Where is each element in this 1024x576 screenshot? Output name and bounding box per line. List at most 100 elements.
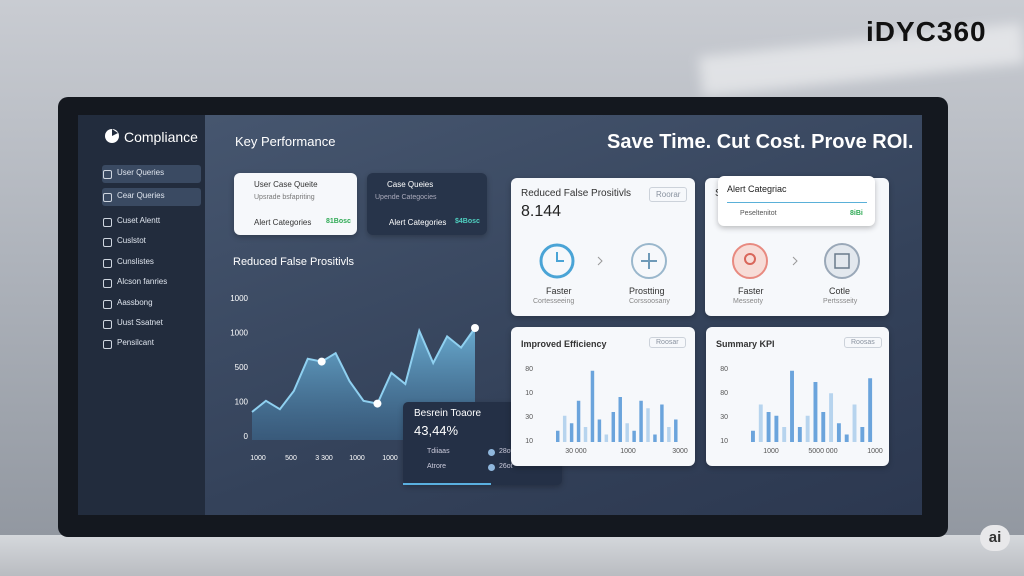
item-label: Faster [738,286,764,296]
point [373,399,382,408]
bar [632,430,636,442]
item-sub: Corssoosany [629,298,670,305]
item-sub: Pertssseity [823,298,858,305]
chart-title: Reduced False Prositivls [233,256,355,268]
popup-value: 8iBi [850,210,863,217]
menu-item[interactable]: Uust Ssatnet [117,318,163,327]
bar [805,415,810,442]
card-title: User Case Queite [254,180,318,189]
x-label: 5000 000 [808,448,837,455]
brand: Compliance [124,129,198,145]
point [317,357,326,366]
bar [766,412,771,442]
divider [727,202,867,203]
bar [556,430,560,442]
menu-item-box [102,188,201,206]
bar [844,434,849,442]
bar [813,382,818,442]
kpi-card: Reduced False Prositivls Roorar 8.144 Fa… [511,178,695,316]
menu-icon [103,340,112,350]
menu-item[interactable]: Alcson fanries [117,277,168,287]
menu-item[interactable]: Cuset Alentt [117,216,161,225]
bar [569,423,574,442]
menu-icon [103,170,112,179]
x-label: 1000 [763,448,779,455]
x-label: 1000 [250,455,266,462]
point [471,324,479,332]
card-subtitle: Upende Categocies [375,194,437,201]
bar [639,400,643,442]
menu-item[interactable]: Cuslstot [117,236,146,246]
x-label: 30 000 [565,448,587,455]
menu-icon [103,258,112,268]
y-label: 10 [525,390,533,397]
bar [625,423,629,442]
x-label: 1000 [382,455,398,462]
menu-icon [103,238,112,248]
mini-card: User Case Queite Upsrade bsfapriting Ale… [234,173,357,235]
bar-chart: 80 80 30 10 1000 5000 000 1000 [720,366,883,455]
x-label: 1000 [620,448,636,455]
bar [674,419,678,442]
kpi-value: 8.144 [521,203,562,220]
bar-card: Improved Efficiency Roosar 80 10 30 10 30 000 1… [511,327,695,466]
card-button[interactable]: Roosar [649,337,686,348]
y-label: 0 [244,432,249,441]
item-label: Prostting [629,286,665,296]
row-value: 28ot [499,448,513,455]
card-label: Alert Categories [254,218,312,227]
logo: iDYC360 [866,16,987,47]
y-label: 10 [525,438,533,445]
x-label: 1000 [349,455,365,462]
menu-item[interactable]: Aassbong [117,297,153,307]
bar [562,415,567,442]
bar [774,415,779,442]
y-label: 500 [235,363,249,372]
bar [852,404,857,442]
menu-icon [103,299,112,309]
kpi-icons [539,243,667,279]
y-label: 30 [720,414,728,421]
bar [576,400,581,442]
card-title: Reduced False Prositivls [521,188,632,199]
x-label: 3 300 [315,455,333,462]
y-label: 10 [720,438,728,445]
bar [836,423,841,442]
menu-icon [103,193,112,202]
item-label: Cotle [829,286,851,296]
kpi-icons [732,243,860,279]
item-label: Faster [546,286,572,296]
dot [488,449,495,456]
card-button[interactable]: Roorar [649,187,688,202]
row-label: Atrore [427,463,447,470]
card-button[interactable]: Roosas [844,337,882,348]
alert-popup: Alert Categriac Peseltenitot 8iBi [718,176,875,226]
popup-title: Alert Categriac [727,184,787,194]
y-label: 80 [720,390,728,397]
bar [868,378,873,442]
menu-item[interactable]: Cunslistes [117,256,154,266]
bar [790,370,794,442]
bar-chart: 80 10 30 10 30 000 1000 3000 [525,366,688,455]
row-value: 26ot [499,463,513,470]
bar [618,397,622,442]
y-label: 1000 [230,329,248,338]
bar-card: Summary KPI Roosas 80 80 30 10 1000 5000 000 100… [706,327,889,466]
bar [653,434,657,442]
card-value: 81Bosc [326,218,351,225]
card-title: Summary KPI [716,339,775,349]
card-title: Improved Efficiency [521,339,607,349]
y-label: 30 [525,414,533,421]
bar [590,370,595,442]
bar [860,427,865,442]
item-sub: Cortesseeing [533,298,575,305]
card-label: Alert Categories [389,218,447,227]
menu-icon [103,218,112,227]
mini-card: Case Queies Upende Categocies Alert Cate… [367,173,487,235]
x-label: 1000 [867,448,883,455]
menu-item[interactable]: User Queries [117,168,165,177]
menu-item[interactable]: Pensilcant [117,338,154,348]
badge: ai [980,525,1010,551]
menu-item[interactable]: Cear Queries [117,191,165,200]
